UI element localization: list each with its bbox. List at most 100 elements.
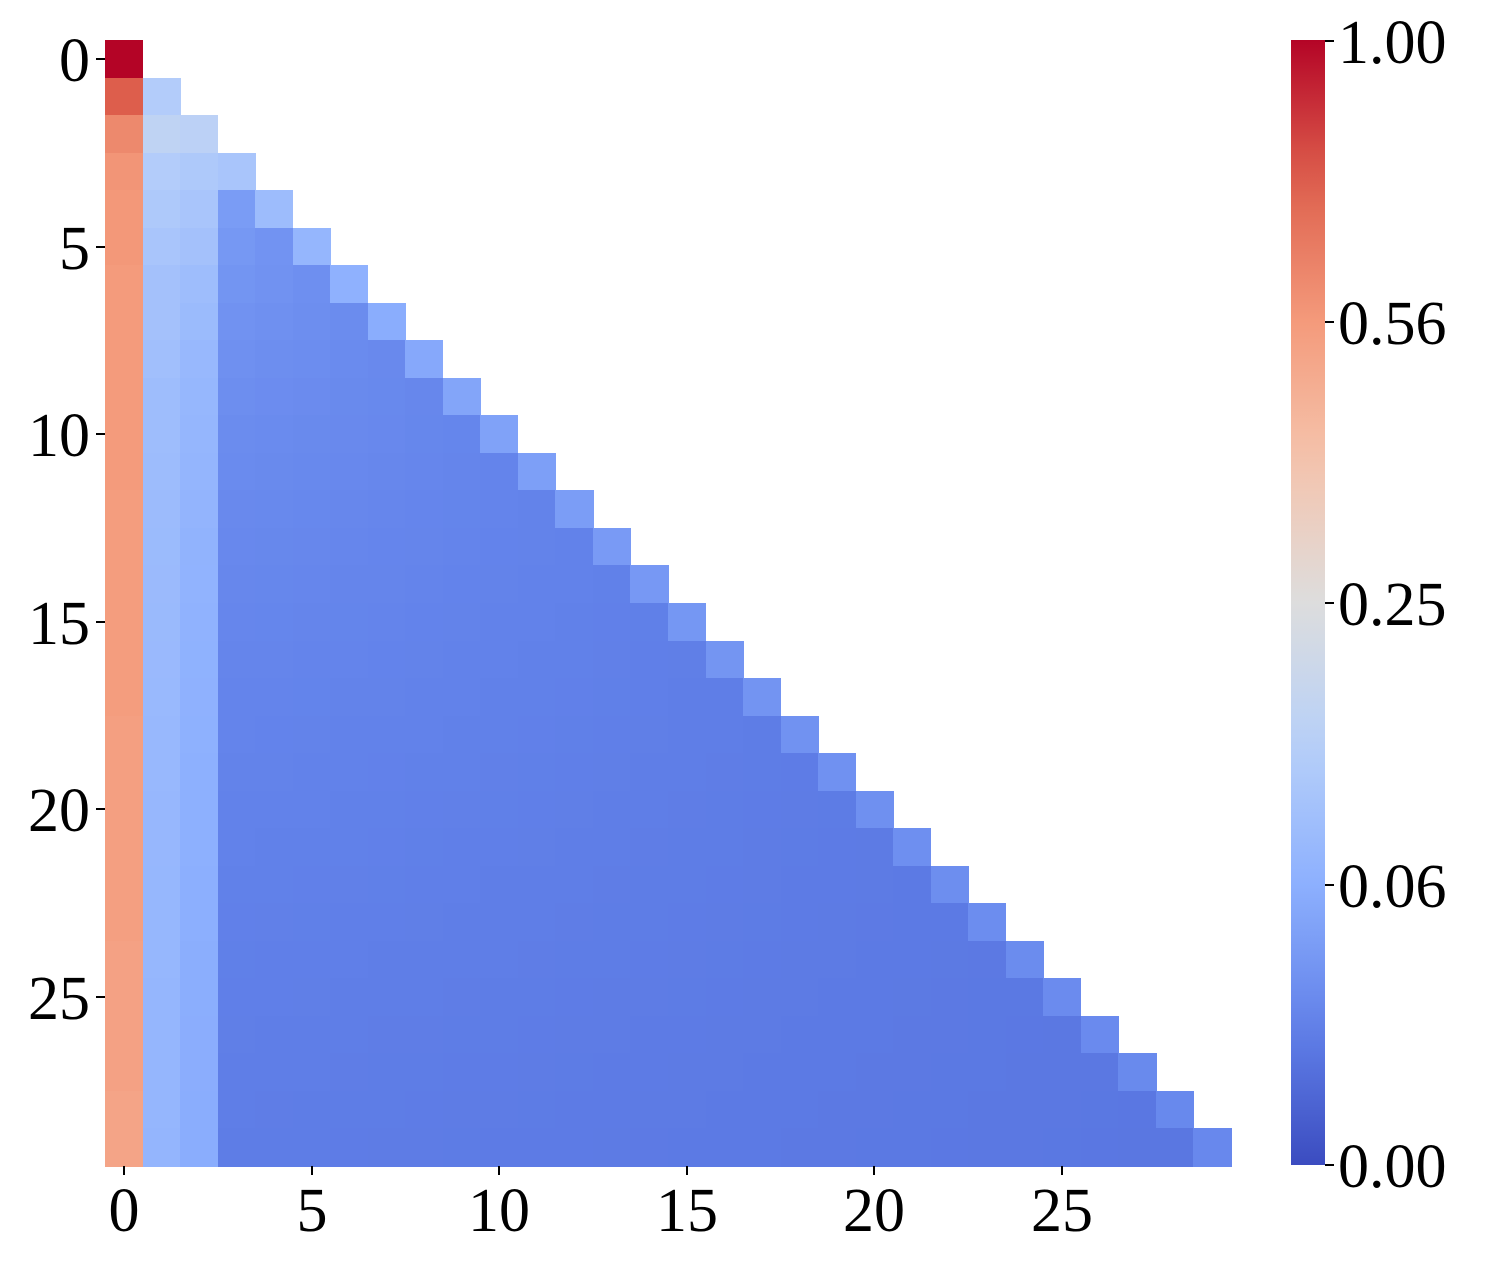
heatmap-cell <box>142 678 181 717</box>
heatmap-cell <box>180 903 219 942</box>
heatmap-cell <box>668 828 707 867</box>
heatmap-cell <box>630 828 669 867</box>
heatmap-cell <box>968 1128 1007 1167</box>
heatmap-cell <box>217 715 256 754</box>
heatmap-cell <box>330 1090 369 1130</box>
heatmap-cell <box>105 415 144 454</box>
heatmap-cell <box>105 265 144 304</box>
heatmap-cell <box>517 490 556 529</box>
heatmap-cell <box>442 715 481 754</box>
heatmap-cell <box>555 790 594 829</box>
heatmap-cell <box>217 753 256 792</box>
heatmap-cell <box>367 565 406 604</box>
heatmap-cell <box>442 452 481 491</box>
heatmap-cell <box>142 940 181 979</box>
heatmap-cell <box>930 1090 969 1130</box>
heatmap-cell <box>180 640 219 679</box>
heatmap-cell <box>405 603 444 642</box>
heatmap-cell <box>555 640 594 679</box>
heatmap-cell <box>743 828 782 867</box>
heatmap-cell <box>517 640 556 679</box>
heatmap-cell <box>405 1053 444 1092</box>
heatmap-cell <box>255 978 294 1017</box>
cbar-tick-mark <box>1325 884 1334 886</box>
heatmap-cell <box>180 227 219 266</box>
heatmap-cell <box>292 377 331 416</box>
heatmap-cell <box>255 828 294 867</box>
heatmap-cell <box>367 603 406 642</box>
heatmap-cell <box>180 828 219 867</box>
heatmap-cell <box>255 603 294 642</box>
heatmap-cell <box>142 1090 181 1130</box>
heatmap-cell <box>367 490 406 529</box>
heatmap-cell <box>405 940 444 979</box>
heatmap-cell <box>367 340 406 379</box>
heatmap-cell <box>330 640 369 679</box>
heatmap-cell <box>743 1090 782 1130</box>
heatmap-cell <box>105 940 144 979</box>
heatmap-cell <box>668 1128 707 1167</box>
x-tick-mark <box>873 1166 875 1175</box>
heatmap-cell <box>555 1128 594 1167</box>
heatmap-cell <box>1043 1090 1082 1130</box>
heatmap-cell <box>893 1015 932 1054</box>
heatmap-cell <box>105 490 144 529</box>
heatmap-cell <box>292 302 331 341</box>
heatmap-cell <box>517 1090 556 1130</box>
heatmap-cell <box>442 1015 481 1054</box>
heatmap-cell <box>217 678 256 717</box>
heatmap-cell <box>1155 1090 1195 1130</box>
heatmap-cell <box>743 753 782 792</box>
heatmap-cell <box>705 978 744 1017</box>
heatmap-cell <box>517 678 556 717</box>
heatmap-cell <box>930 978 969 1017</box>
heatmap-cell <box>217 1015 256 1054</box>
heatmap-plot-area <box>105 40 1232 1167</box>
heatmap-cell <box>743 678 782 717</box>
heatmap-cell <box>255 565 294 604</box>
heatmap-cell <box>217 265 256 304</box>
heatmap-cell <box>142 77 181 116</box>
heatmap-cell <box>442 640 481 679</box>
heatmap-cell <box>630 1090 669 1130</box>
heatmap-cell <box>405 452 444 491</box>
heatmap-cell <box>893 865 932 904</box>
heatmap-cell <box>217 415 256 454</box>
heatmap-cell <box>105 790 144 829</box>
heatmap-cell <box>217 490 256 529</box>
heatmap-cell <box>517 828 556 867</box>
heatmap-cell <box>705 640 744 679</box>
heatmap-cell <box>630 753 669 792</box>
heatmap-cell <box>105 40 144 79</box>
heatmap-cell <box>480 978 519 1017</box>
heatmap-cell <box>105 115 144 154</box>
heatmap-cell <box>367 865 406 904</box>
heatmap-cell <box>780 753 819 792</box>
heatmap-cell <box>480 1090 519 1130</box>
heatmap-cell <box>442 678 481 717</box>
heatmap-cell <box>555 1053 594 1092</box>
heatmap-cell <box>367 640 406 679</box>
heatmap-cell <box>142 415 181 454</box>
heatmap-cell <box>630 603 669 642</box>
heatmap-cell <box>442 903 481 942</box>
heatmap-cell <box>517 978 556 1017</box>
heatmap-cell <box>217 452 256 491</box>
heatmap-cell <box>855 865 894 904</box>
heatmap-cell <box>818 940 857 979</box>
heatmap-cell <box>180 527 219 567</box>
heatmap-cell <box>217 227 256 266</box>
heatmap-cell <box>255 340 294 379</box>
heatmap-cell <box>180 152 219 191</box>
heatmap-cell <box>630 565 669 604</box>
heatmap-cell <box>630 978 669 1017</box>
heatmap-cell <box>405 1128 444 1167</box>
heatmap-cell <box>142 377 181 416</box>
heatmap-cell <box>630 1128 669 1167</box>
heatmap-cell <box>818 1015 857 1054</box>
heatmap-cell <box>930 1128 969 1167</box>
heatmap-cell <box>818 865 857 904</box>
heatmap-cell <box>142 265 181 304</box>
heatmap-cell <box>668 640 707 679</box>
heatmap-cell <box>180 190 219 229</box>
